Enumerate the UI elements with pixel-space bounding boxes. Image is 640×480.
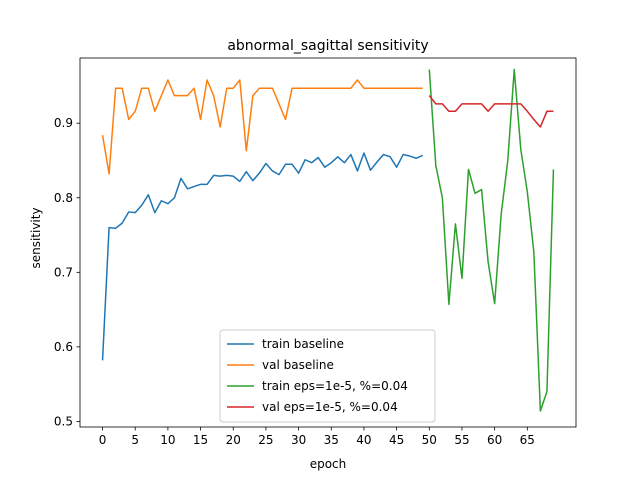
x-tick-label: 60 <box>487 433 502 447</box>
series-line-4 <box>428 95 554 128</box>
y-axis-label: sensitivity <box>29 207 43 268</box>
x-tick-label: 50 <box>422 433 437 447</box>
y-tick-label: 0.5 <box>54 414 73 428</box>
x-tick-label: 0 <box>99 433 107 447</box>
y-tick-label: 0.6 <box>54 340 73 354</box>
chart-title: abnormal_sagittal sensitivity <box>227 38 428 54</box>
y-axis: 0.5 0.6 0.7 0.8 0.9 <box>54 116 80 428</box>
x-tick-label: 40 <box>356 433 371 447</box>
series-line-3 <box>428 68 555 412</box>
series-line-1 <box>101 152 424 361</box>
x-tick-label: 10 <box>160 433 175 447</box>
x-tick-label: 45 <box>389 433 404 447</box>
x-axis-label: epoch <box>310 457 347 471</box>
y-tick-label: 0.7 <box>54 265 73 279</box>
legend: train baseline val baseline train eps=1e-5… <box>219 329 436 423</box>
legend-label-4: val eps=1e-5, %=0.04 <box>262 400 398 414</box>
plot-area <box>79 57 577 428</box>
plot-frame <box>79 57 577 428</box>
legend-box <box>219 329 436 423</box>
x-tick-label: 20 <box>226 433 241 447</box>
x-tick-label: 30 <box>291 433 306 447</box>
legend-label-2: val baseline <box>262 358 334 372</box>
series-line-2 <box>101 79 423 175</box>
x-tick-label: 25 <box>258 433 273 447</box>
x-tick-label: 5 <box>131 433 139 447</box>
legend-label-1: train baseline <box>262 337 344 351</box>
x-tick-label: 55 <box>454 433 469 447</box>
x-tick-label: 15 <box>193 433 208 447</box>
x-tick-label: 35 <box>324 433 339 447</box>
x-axis: 0 5 10 15 20 25 30 35 40 45 50 55 60 65 <box>99 427 535 447</box>
y-tick-label: 0.9 <box>54 116 73 130</box>
legend-label-3: train eps=1e-5, %=0.04 <box>262 379 408 393</box>
x-tick-label: 65 <box>520 433 535 447</box>
y-tick-label: 0.8 <box>54 191 73 205</box>
